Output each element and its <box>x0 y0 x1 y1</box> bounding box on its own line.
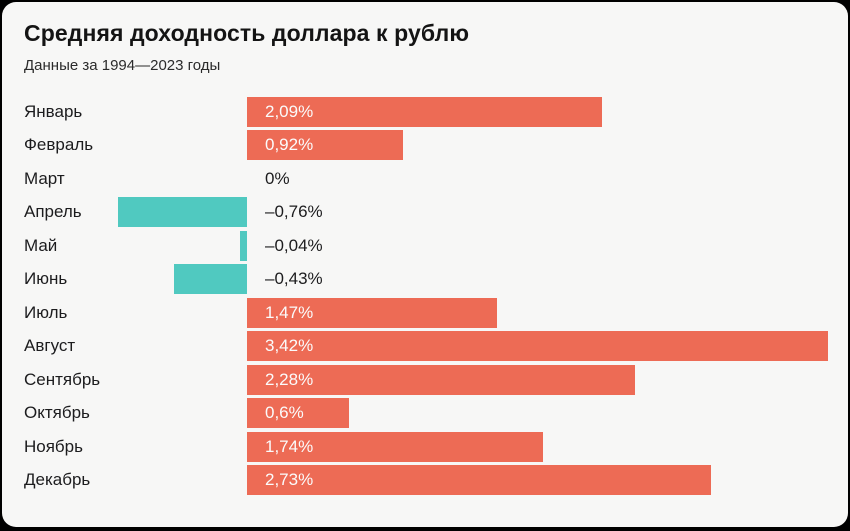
bar-april <box>117 197 247 228</box>
category-label-march: Март <box>24 168 65 188</box>
bar-october <box>247 398 349 429</box>
value-label-april: –0,76% <box>265 202 323 222</box>
category-label-december: Декабрь <box>24 470 91 490</box>
category-label-february: Февраль <box>24 135 94 155</box>
value-label-june: –0,43% <box>265 269 323 289</box>
chart-row-march: Март 0% <box>2 162 848 196</box>
chart-row-november: Ноябрь 1,74% <box>2 430 848 464</box>
category-label-may: Май <box>24 235 58 255</box>
category-label-june: Июнь <box>24 269 68 289</box>
chart-row-june: Июнь –0,43% <box>2 263 848 297</box>
value-label-february: 0,92% <box>265 135 314 155</box>
value-label-july: 1,47% <box>265 302 314 322</box>
bar-november <box>247 431 543 462</box>
chart-rows: Январь 2,09% Февраль 0,92% Март 0% Апрель –0,76… <box>2 95 848 497</box>
bar-may <box>240 230 247 261</box>
value-label-september: 2,28% <box>265 369 314 389</box>
value-label-october: 0,6% <box>265 403 304 423</box>
chart-row-january: Январь 2,09% <box>2 95 848 129</box>
chart-subtitle: Данные за 1994—2023 годы <box>24 57 221 74</box>
category-label-october: Октябрь <box>24 403 90 423</box>
value-label-november: 1,74% <box>265 436 314 456</box>
bar-september <box>247 364 635 395</box>
chart-row-may: Май –0,04% <box>2 229 848 263</box>
value-label-january: 2,09% <box>265 101 314 121</box>
chart-row-september: Сентябрь 2,28% <box>2 363 848 397</box>
bar-july <box>247 297 497 328</box>
value-label-may: –0,04% <box>265 235 323 255</box>
bar-january <box>247 96 603 127</box>
category-label-july: Июль <box>24 302 68 322</box>
chart-row-august: Август 3,42% <box>2 330 848 364</box>
value-label-march: 0% <box>265 168 290 188</box>
bar-august <box>247 331 829 362</box>
category-label-november: Ноябрь <box>24 436 83 456</box>
bar-december <box>247 465 712 496</box>
bar-june <box>173 264 247 295</box>
chart-row-october: Октябрь 0,6% <box>2 397 848 431</box>
category-label-january: Январь <box>24 101 83 121</box>
chart-title: Средняя доходность доллара к рублю <box>24 20 470 46</box>
category-label-april: Апрель <box>24 202 82 222</box>
chart-row-july: Июль 1,47% <box>2 296 848 330</box>
chart-row-april: Апрель –0,76% <box>2 196 848 230</box>
chart-row-february: Февраль 0,92% <box>2 129 848 163</box>
category-label-september: Сентябрь <box>24 369 101 389</box>
value-label-august: 3,42% <box>265 336 314 356</box>
value-label-december: 2,73% <box>265 470 314 490</box>
category-label-august: Август <box>24 336 76 356</box>
bar-february <box>247 130 404 161</box>
chart-row-december: Декабрь 2,73% <box>2 464 848 498</box>
